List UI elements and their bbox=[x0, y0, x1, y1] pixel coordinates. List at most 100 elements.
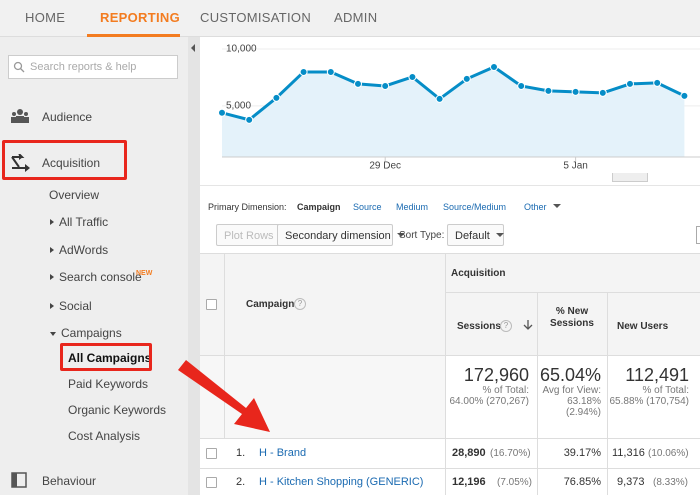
total-detail: 64.00% (270,267) bbox=[449, 396, 529, 407]
new-users-pct: (10.06%) bbox=[648, 448, 689, 459]
y-tick-label: 10,000 bbox=[226, 44, 257, 55]
point bbox=[680, 91, 689, 100]
campaign-link[interactable]: H - Kitchen Shopping (GENERIC) bbox=[259, 476, 424, 488]
chart-toggle[interactable] bbox=[612, 173, 648, 182]
sidebar-item[interactable]: Social bbox=[50, 299, 92, 313]
point bbox=[435, 94, 444, 103]
nav-item[interactable]: REPORTING bbox=[100, 10, 180, 25]
y-tick-label: 5,000 bbox=[226, 100, 251, 111]
sidebar-item[interactable]: Audience bbox=[42, 110, 93, 124]
select-all-checkbox[interactable] bbox=[206, 299, 217, 310]
row-border bbox=[200, 355, 700, 356]
column-header[interactable]: Sessions bbox=[457, 321, 501, 332]
total-detail: 65.88% (170,754) bbox=[609, 396, 689, 407]
collapse-strip[interactable] bbox=[188, 37, 200, 495]
top-nav bbox=[0, 0, 700, 37]
row-border bbox=[200, 468, 700, 469]
sidebar-item[interactable]: Search console bbox=[50, 270, 142, 284]
dimension-option[interactable]: Campaign bbox=[297, 202, 341, 212]
point bbox=[653, 78, 662, 87]
table-header bbox=[200, 253, 700, 355]
dimension-option[interactable]: Other bbox=[524, 202, 561, 212]
x-tick-label: 5 Jan bbox=[563, 161, 587, 172]
highlight-box bbox=[2, 140, 127, 180]
total-sessions: 172,960 bbox=[463, 365, 529, 385]
sessions-pct: (16.70%) bbox=[490, 448, 531, 459]
sidebar bbox=[0, 37, 188, 495]
new-sessions-pct: 76.85% bbox=[563, 476, 601, 488]
divider bbox=[200, 185, 700, 186]
sort-type-button[interactable]: Default bbox=[447, 224, 504, 246]
x-tick-label: 29 Dec bbox=[369, 161, 401, 172]
total-new-sessions: 65.04% bbox=[539, 365, 601, 385]
sidebar-item[interactable]: Campaigns bbox=[50, 326, 122, 340]
collapse-arrow[interactable] bbox=[191, 44, 195, 52]
row-border bbox=[200, 253, 700, 254]
point bbox=[354, 79, 362, 88]
acquisition-icon bbox=[11, 154, 30, 172]
sessions: 12,196 bbox=[452, 476, 486, 488]
point bbox=[408, 72, 417, 81]
total-detail: 63.18% bbox=[567, 396, 601, 407]
point bbox=[381, 81, 390, 90]
behaviour-icon bbox=[11, 472, 27, 488]
point bbox=[626, 79, 634, 88]
search-placeholder: Search reports & help bbox=[30, 61, 137, 73]
sidebar-item[interactable]: All Traffic bbox=[50, 215, 108, 229]
nav-item[interactable]: ADMIN bbox=[334, 10, 378, 25]
row-border bbox=[445, 292, 700, 293]
sessions: 28,890 bbox=[452, 447, 486, 459]
point bbox=[598, 88, 607, 97]
new-sessions-pct: 39.17% bbox=[563, 447, 601, 459]
row-index: 2. bbox=[236, 476, 246, 488]
sidebar-item[interactable]: Cost Analysis bbox=[68, 429, 141, 443]
new-users: 9,373 bbox=[617, 476, 645, 488]
plot-rows-button[interactable]: Plot Rows bbox=[216, 224, 282, 246]
sidebar-item[interactable]: Acquisition bbox=[42, 156, 101, 170]
point bbox=[245, 115, 254, 124]
audience-icon bbox=[11, 109, 29, 123]
sidebar-item[interactable]: Organic Keywords bbox=[68, 403, 167, 417]
search-icon bbox=[13, 61, 25, 73]
sort-arrow[interactable] bbox=[523, 319, 533, 331]
dimension-option[interactable]: Source bbox=[353, 202, 382, 212]
sidebar-item[interactable]: Overview bbox=[49, 188, 100, 202]
nav-item[interactable]: HOME bbox=[25, 10, 66, 25]
campaign-link[interactable]: H - Brand bbox=[259, 447, 307, 459]
dimension-option[interactable]: Source/Medium bbox=[443, 202, 507, 212]
point bbox=[272, 93, 281, 102]
total-detail: (2.94%) bbox=[565, 407, 601, 418]
new-users: 11,316 bbox=[612, 447, 645, 459]
column-header[interactable]: % New Sessions bbox=[550, 306, 594, 329]
col-border bbox=[224, 253, 225, 438]
sessions-pct: (7.05%) bbox=[497, 477, 533, 488]
toolbar-box[interactable] bbox=[696, 226, 700, 244]
point bbox=[490, 62, 498, 71]
help-icon[interactable]: ? bbox=[500, 320, 512, 332]
point bbox=[544, 86, 553, 95]
totals-left bbox=[200, 355, 445, 438]
point bbox=[218, 108, 226, 117]
point bbox=[462, 74, 471, 83]
total-note: % of Total: bbox=[642, 385, 689, 396]
nav-underline bbox=[87, 34, 180, 37]
highlight-box bbox=[60, 343, 152, 371]
nav-item[interactable]: CUSTOMISATION bbox=[200, 10, 312, 25]
row-border bbox=[200, 438, 700, 439]
column-header[interactable]: New Users bbox=[617, 321, 669, 332]
col-border bbox=[445, 253, 446, 495]
help-icon[interactable]: ? bbox=[294, 298, 306, 310]
point bbox=[517, 81, 526, 90]
sidebar-item[interactable]: All Campaigns bbox=[68, 351, 152, 365]
dimension-option[interactable]: Medium bbox=[396, 202, 429, 212]
sidebar-item[interactable]: AdWords bbox=[50, 243, 108, 257]
search-box[interactable] bbox=[8, 55, 178, 79]
row-checkbox[interactable] bbox=[206, 477, 217, 488]
row-checkbox[interactable] bbox=[206, 448, 217, 459]
sidebar-item[interactable]: Behaviour bbox=[42, 474, 97, 488]
column-header[interactable]: Campaign bbox=[246, 299, 295, 310]
sidebar-item[interactable]: Paid Keywords bbox=[68, 377, 149, 391]
total-new-users: 112,491 bbox=[625, 365, 689, 385]
secondary-dimension-button[interactable]: Secondary dimension bbox=[277, 224, 393, 246]
